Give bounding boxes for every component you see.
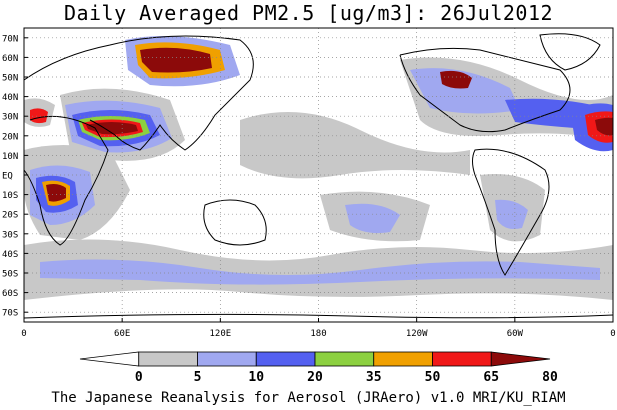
lat-tick-label: 60N xyxy=(2,54,18,64)
antarctica-coast xyxy=(24,313,613,319)
colorbar-swatch xyxy=(314,351,375,367)
lon-axis: 0 60E 120E 180 120W 60W 0 xyxy=(21,318,616,339)
colorbar-level-label: 35 xyxy=(366,370,382,385)
lon-tick-label: 120W xyxy=(406,329,428,339)
south-america-coast xyxy=(472,148,550,276)
lat-tick-label: 60S xyxy=(2,289,18,299)
southern-ocean-light xyxy=(40,259,600,285)
lat-axis: 70N 60N 50N 40N 30N 20N 10N EQ 10S 20S 30S 40S 50S 60… xyxy=(2,34,28,319)
colorbar: 0 5 10 20 35 50 65 80 xyxy=(79,351,558,385)
colorbar-swatch xyxy=(490,351,551,367)
colorbar-swatch xyxy=(432,351,492,367)
lat-tick-label: EQ xyxy=(2,172,13,182)
colorbar-swatch xyxy=(255,351,316,367)
lon-tick-label: 0 xyxy=(610,329,615,339)
colorbar-level-label: 80 xyxy=(542,370,558,385)
colorbar-swatch xyxy=(79,351,140,367)
north-america-coast xyxy=(399,47,571,133)
lat-tick-label: 10S xyxy=(2,191,18,201)
lat-tick-label: 20N xyxy=(2,132,18,142)
africa-coast xyxy=(24,115,109,246)
colorbar-level-label: 20 xyxy=(307,370,323,385)
lat-tick-label: 50S xyxy=(2,270,18,280)
eurasia-coast xyxy=(24,35,254,151)
colorbar-level-label: 5 xyxy=(194,370,202,385)
lon-tick-label: 0 xyxy=(21,329,26,339)
lon-tick-label: 60E xyxy=(114,329,130,339)
colorbar-level-label: 0 xyxy=(135,370,143,385)
lat-tick-label: 10N xyxy=(2,152,18,162)
lat-tick-label: 70N xyxy=(2,34,18,44)
colorbar-level-label: 50 xyxy=(425,370,441,385)
lat-tick-label: 40N xyxy=(2,93,18,103)
map-title: Daily Averaged PM2.5 [ug/m3]: 26Jul2012 xyxy=(63,1,554,25)
lat-tick-label: 70S xyxy=(2,309,18,319)
lon-tick-label: 60W xyxy=(507,329,524,339)
colorbar-level-label: 65 xyxy=(483,370,499,385)
colorbar-swatch xyxy=(197,351,257,367)
colorbar-swatch xyxy=(138,351,198,367)
footer-caption: The Japanese Reanalysis for Aerosol (JRA… xyxy=(51,390,566,406)
australia-coast xyxy=(203,199,267,246)
greenland-coast xyxy=(539,33,601,71)
lon-tick-label: 120E xyxy=(209,329,231,339)
lat-tick-label: 50N xyxy=(2,74,18,84)
map-grid xyxy=(24,28,613,322)
lat-tick-label: 30N xyxy=(2,113,18,123)
lat-tick-label: 30S xyxy=(2,230,18,240)
southern-ocean-haze xyxy=(24,239,613,300)
colorbar-swatch xyxy=(373,351,433,367)
lon-tick-label: 180 xyxy=(310,329,326,339)
colorbar-level-label: 10 xyxy=(248,370,264,385)
lat-tick-label: 40S xyxy=(2,250,18,260)
lat-tick-label: 20S xyxy=(2,211,18,221)
